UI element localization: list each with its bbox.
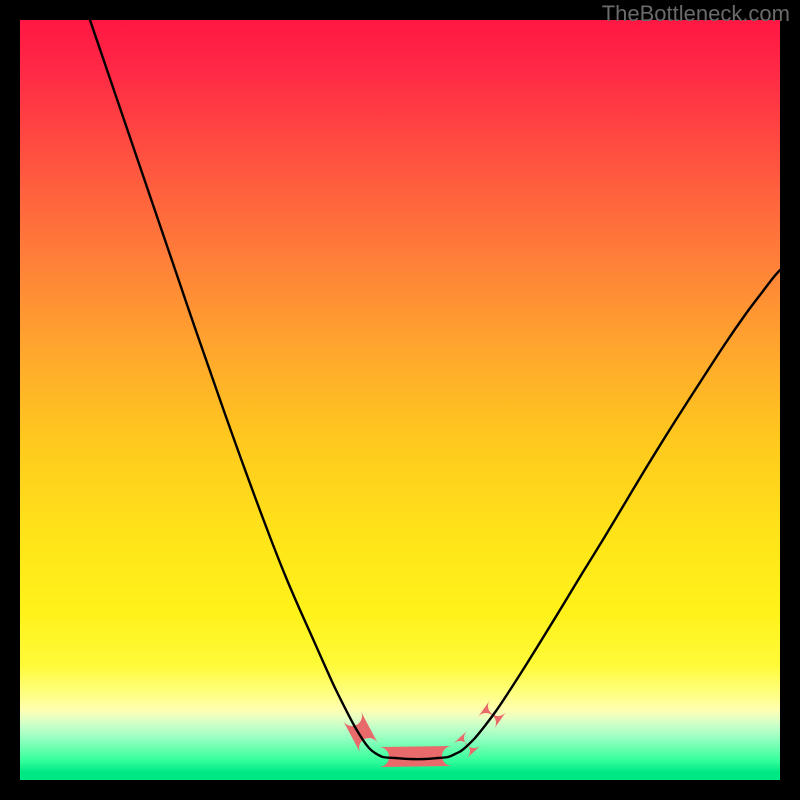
- marker-blob: [379, 746, 452, 767]
- plot-background: [20, 20, 780, 780]
- bottleneck-chart: TheBottleneck.com: [0, 0, 800, 800]
- attribution-text: TheBottleneck.com: [602, 1, 790, 26]
